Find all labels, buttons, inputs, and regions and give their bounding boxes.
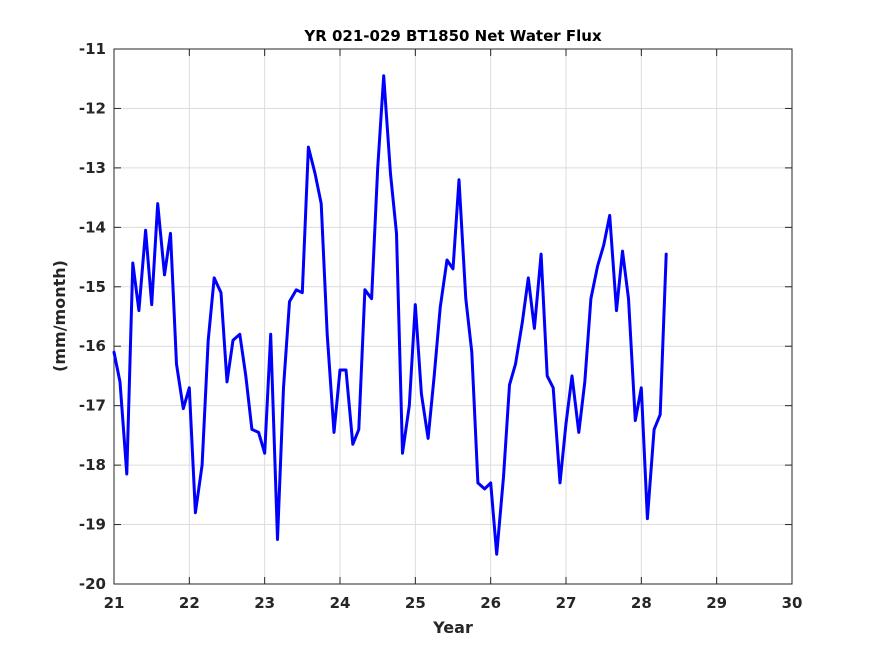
x-tick-label: 25 — [405, 594, 426, 612]
x-tick-label: 22 — [179, 594, 200, 612]
y-tick-label: -13 — [79, 159, 106, 177]
y-tick-label: -20 — [79, 575, 106, 593]
y-tick-label: -18 — [79, 456, 106, 474]
x-tick-label: 27 — [556, 594, 577, 612]
x-tick-label: 26 — [480, 594, 501, 612]
x-axis-label: Year — [432, 618, 473, 637]
y-tick-label: -11 — [79, 40, 106, 58]
axis-ticks — [113, 48, 793, 585]
x-tick-label: 21 — [104, 594, 125, 612]
x-tick-label: 30 — [782, 594, 803, 612]
plot-area-frame — [113, 48, 793, 585]
chart-title: YR 021-029 BT1850 Net Water Flux — [303, 27, 602, 45]
x-tick-label: 28 — [631, 594, 652, 612]
y-axis-label: (mm/month) — [50, 260, 69, 372]
y-tick-label: -16 — [79, 337, 106, 355]
y-tick-label: -15 — [79, 278, 106, 296]
series-line-1 — [112, 74, 668, 556]
y-tick-labels: -11 -12 -13 -14 -15 -16 -17 -18 -19 -20 — [79, 40, 106, 593]
series-layer — [112, 74, 668, 556]
y-tick-label: -19 — [79, 516, 106, 534]
y-tick-label: -14 — [79, 218, 106, 236]
y-tick-label: -12 — [79, 99, 106, 117]
x-tick-labels: 21 22 23 24 25 26 27 28 29 30 — [104, 594, 803, 612]
x-tick-label: 23 — [254, 594, 275, 612]
x-tick-label: 29 — [706, 594, 727, 612]
x-tick-label: 24 — [330, 594, 351, 612]
y-tick-label: -17 — [79, 397, 106, 415]
